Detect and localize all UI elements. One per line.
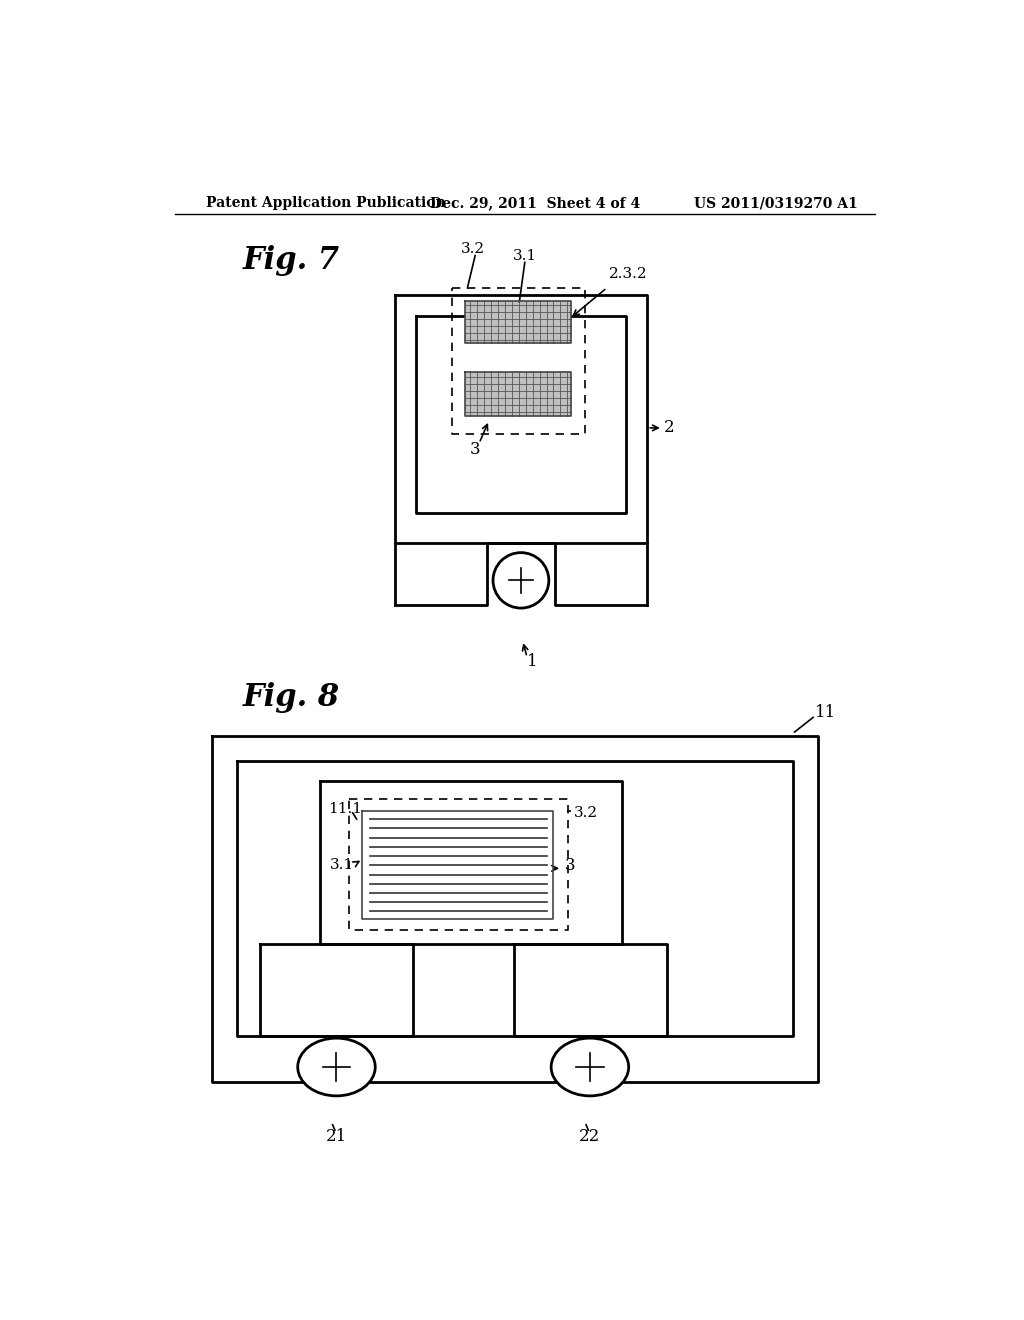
Text: 3: 3 [564,857,574,874]
Text: 3: 3 [470,441,480,458]
Text: 3.2: 3.2 [573,807,598,820]
Text: US 2011/0319270 A1: US 2011/0319270 A1 [693,197,857,210]
Text: 3.1: 3.1 [330,858,353,873]
Text: 22: 22 [580,1127,600,1144]
Text: 3.2: 3.2 [461,243,485,256]
Text: Patent Application Publication: Patent Application Publication [206,197,445,210]
Bar [465,372,571,416]
Text: 1: 1 [527,652,538,669]
Text: Fig. 7: Fig. 7 [243,244,340,276]
Text: Fig. 8: Fig. 8 [243,682,340,713]
Text: 2.3.2: 2.3.2 [608,267,647,281]
Text: 2: 2 [665,420,675,437]
Ellipse shape [551,1038,629,1096]
Text: 11: 11 [815,705,837,721]
Bar [465,301,571,343]
Text: 3.1: 3.1 [513,249,537,263]
Text: 11.1: 11.1 [328,803,361,816]
Text: 21: 21 [326,1127,347,1144]
Ellipse shape [493,553,549,609]
Bar [362,812,553,919]
Text: Dec. 29, 2011  Sheet 4 of 4: Dec. 29, 2011 Sheet 4 of 4 [430,197,640,210]
Ellipse shape [298,1038,375,1096]
